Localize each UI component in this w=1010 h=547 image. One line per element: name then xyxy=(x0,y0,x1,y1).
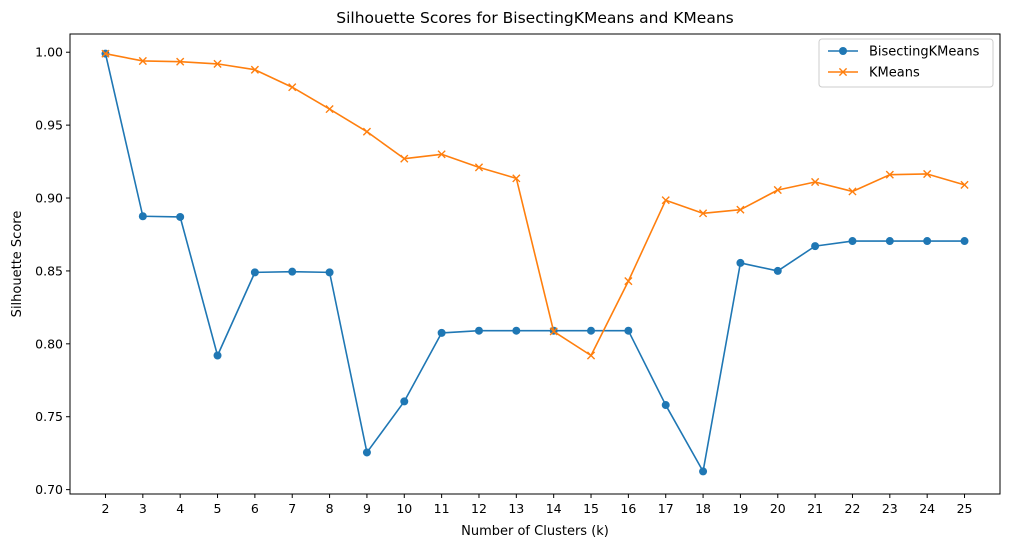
data-point-kmeans xyxy=(474,163,484,172)
x-tick-label: 8 xyxy=(326,501,334,516)
data-point-kmeans xyxy=(101,49,110,58)
data-point-bisectingkmeans xyxy=(362,448,371,457)
legend-label-bisectingkmeans: BisectingKMeans xyxy=(869,45,980,60)
x-tick-label: 7 xyxy=(288,501,296,516)
y-tick-label: 0.85 xyxy=(35,263,63,278)
x-tick-label: 25 xyxy=(957,501,973,516)
data-point-bisectingkmeans xyxy=(960,237,969,246)
x-tick-label: 15 xyxy=(583,501,599,516)
data-point-bisectingkmeans xyxy=(885,237,894,246)
x-tick-label: 4 xyxy=(176,501,184,516)
x-tick-label: 21 xyxy=(807,501,823,516)
data-point-bisectingkmeans xyxy=(325,268,334,277)
x-tick-label: 6 xyxy=(251,501,259,516)
legend-label-kmeans: KMeans xyxy=(869,66,920,81)
legend-item-kmeans: KMeans xyxy=(828,66,920,81)
data-point-kmeans xyxy=(213,59,222,68)
data-point-kmeans xyxy=(698,209,708,218)
data-point-bisectingkmeans xyxy=(661,401,670,410)
data-point-kmeans xyxy=(176,57,185,66)
plot-area xyxy=(69,33,1001,495)
y-tick-label: 0.80 xyxy=(35,336,63,351)
data-point-bisectingkmeans xyxy=(474,326,483,335)
y-tick-label: 0.95 xyxy=(35,118,63,133)
y-tick-label: 0.70 xyxy=(35,482,63,497)
data-point-kmeans xyxy=(661,196,670,205)
legend: BisectingKMeans KMeans xyxy=(818,38,994,88)
x-axis: 2 3 4 5 6 7 8 9 10 11 12 13 14 15 16 17 18 19 20 21 22 23 24 25 xyxy=(102,494,973,516)
x-tick-label: 11 xyxy=(434,501,450,516)
data-point-bisectingkmeans xyxy=(773,266,782,275)
data-point-bisectingkmeans xyxy=(213,351,222,360)
y-axis: 0.70 0.75 0.80 0.85 0.90 0.95 1.00 xyxy=(35,45,70,497)
data-point-kmeans xyxy=(923,169,932,179)
data-point-bisectingkmeans xyxy=(176,212,185,221)
series-kmeans xyxy=(101,49,969,360)
data-point-kmeans xyxy=(250,65,259,74)
data-point-kmeans xyxy=(848,187,857,196)
data-point-bisectingkmeans xyxy=(848,237,857,246)
data-point-kmeans xyxy=(400,154,409,163)
data-point-kmeans xyxy=(288,83,297,92)
data-point-kmeans xyxy=(437,150,446,159)
data-point-bisectingkmeans xyxy=(624,326,633,335)
legend-marker-kmeans xyxy=(838,67,848,77)
x-tick-label: 3 xyxy=(139,501,147,516)
data-point-kmeans xyxy=(138,56,147,66)
x-tick-label: 13 xyxy=(508,501,524,516)
data-point-kmeans xyxy=(624,277,633,286)
data-point-kmeans xyxy=(586,351,596,360)
x-tick-label: 23 xyxy=(882,501,898,516)
legend-marker-bisectingkmeans xyxy=(839,47,847,55)
x-tick-label: 10 xyxy=(396,501,412,516)
legend-box xyxy=(818,38,994,88)
series-line-kmeans xyxy=(105,52,965,357)
data-point-kmeans xyxy=(549,327,558,336)
x-tick-label: 16 xyxy=(620,501,636,516)
data-point-bisectingkmeans xyxy=(811,242,820,251)
data-point-kmeans xyxy=(512,174,521,183)
data-point-bisectingkmeans xyxy=(587,326,596,335)
x-tick-label: 17 xyxy=(658,501,674,516)
data-point-bisectingkmeans xyxy=(699,467,708,476)
series-layer xyxy=(101,49,969,476)
x-tick-label: 12 xyxy=(471,501,487,516)
data-point-bisectingkmeans xyxy=(250,268,259,277)
x-tick-label: 18 xyxy=(695,501,711,516)
data-point-kmeans xyxy=(773,185,782,195)
x-tick-label: 9 xyxy=(363,501,371,516)
x-tick-label: 14 xyxy=(546,501,562,516)
data-point-bisectingkmeans xyxy=(923,237,932,246)
x-axis-label: Number of Clusters (k) xyxy=(461,524,609,539)
x-tick-label: 5 xyxy=(214,501,222,516)
legend-item-bisectingkmeans: BisectingKMeans xyxy=(828,45,980,60)
x-tick-label: 19 xyxy=(732,501,748,516)
data-point-bisectingkmeans xyxy=(138,212,147,221)
x-tick-label: 24 xyxy=(919,501,935,516)
y-tick-label: 0.75 xyxy=(35,409,63,424)
data-point-kmeans xyxy=(736,205,745,214)
data-point-bisectingkmeans xyxy=(437,328,446,337)
y-tick-label: 0.90 xyxy=(35,191,63,206)
chart-title: Silhouette Scores for BisectingKMeans an… xyxy=(336,9,733,27)
data-point-bisectingkmeans xyxy=(512,326,521,335)
data-point-bisectingkmeans xyxy=(736,258,745,267)
data-point-kmeans xyxy=(362,127,372,136)
data-point-kmeans xyxy=(811,177,820,187)
data-point-bisectingkmeans xyxy=(288,267,297,276)
data-point-kmeans xyxy=(325,104,334,114)
y-axis-label: Silhouette Score xyxy=(10,211,25,318)
series-line-bisectingkmeans xyxy=(104,53,965,473)
data-point-kmeans xyxy=(960,180,969,189)
x-tick-label: 2 xyxy=(102,501,110,516)
y-tick-label: 1.00 xyxy=(35,45,63,60)
data-point-kmeans xyxy=(885,170,894,179)
x-tick-label: 20 xyxy=(770,501,786,516)
data-point-bisectingkmeans xyxy=(400,397,409,406)
x-tick-label: 22 xyxy=(845,501,861,516)
